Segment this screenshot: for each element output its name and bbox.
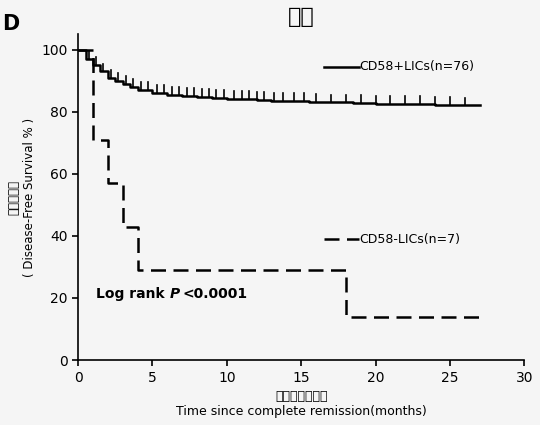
Text: P: P — [170, 287, 180, 301]
Text: CD58+LICs(n=76): CD58+LICs(n=76) — [359, 60, 474, 73]
Text: D: D — [2, 14, 19, 34]
Y-axis label: 无病生存率
( Disease-Free Survival % ): 无病生存率 ( Disease-Free Survival % ) — [8, 117, 36, 277]
X-axis label: 随访时间（月）
Time since complete remission(months): 随访时间（月） Time since complete remission(mo… — [176, 390, 427, 418]
Text: Log rank: Log rank — [96, 287, 170, 301]
Text: CD58-LICs(n=7): CD58-LICs(n=7) — [359, 233, 460, 246]
Text: <0.0001: <0.0001 — [182, 287, 247, 301]
Title: 化疗: 化疗 — [288, 7, 315, 27]
